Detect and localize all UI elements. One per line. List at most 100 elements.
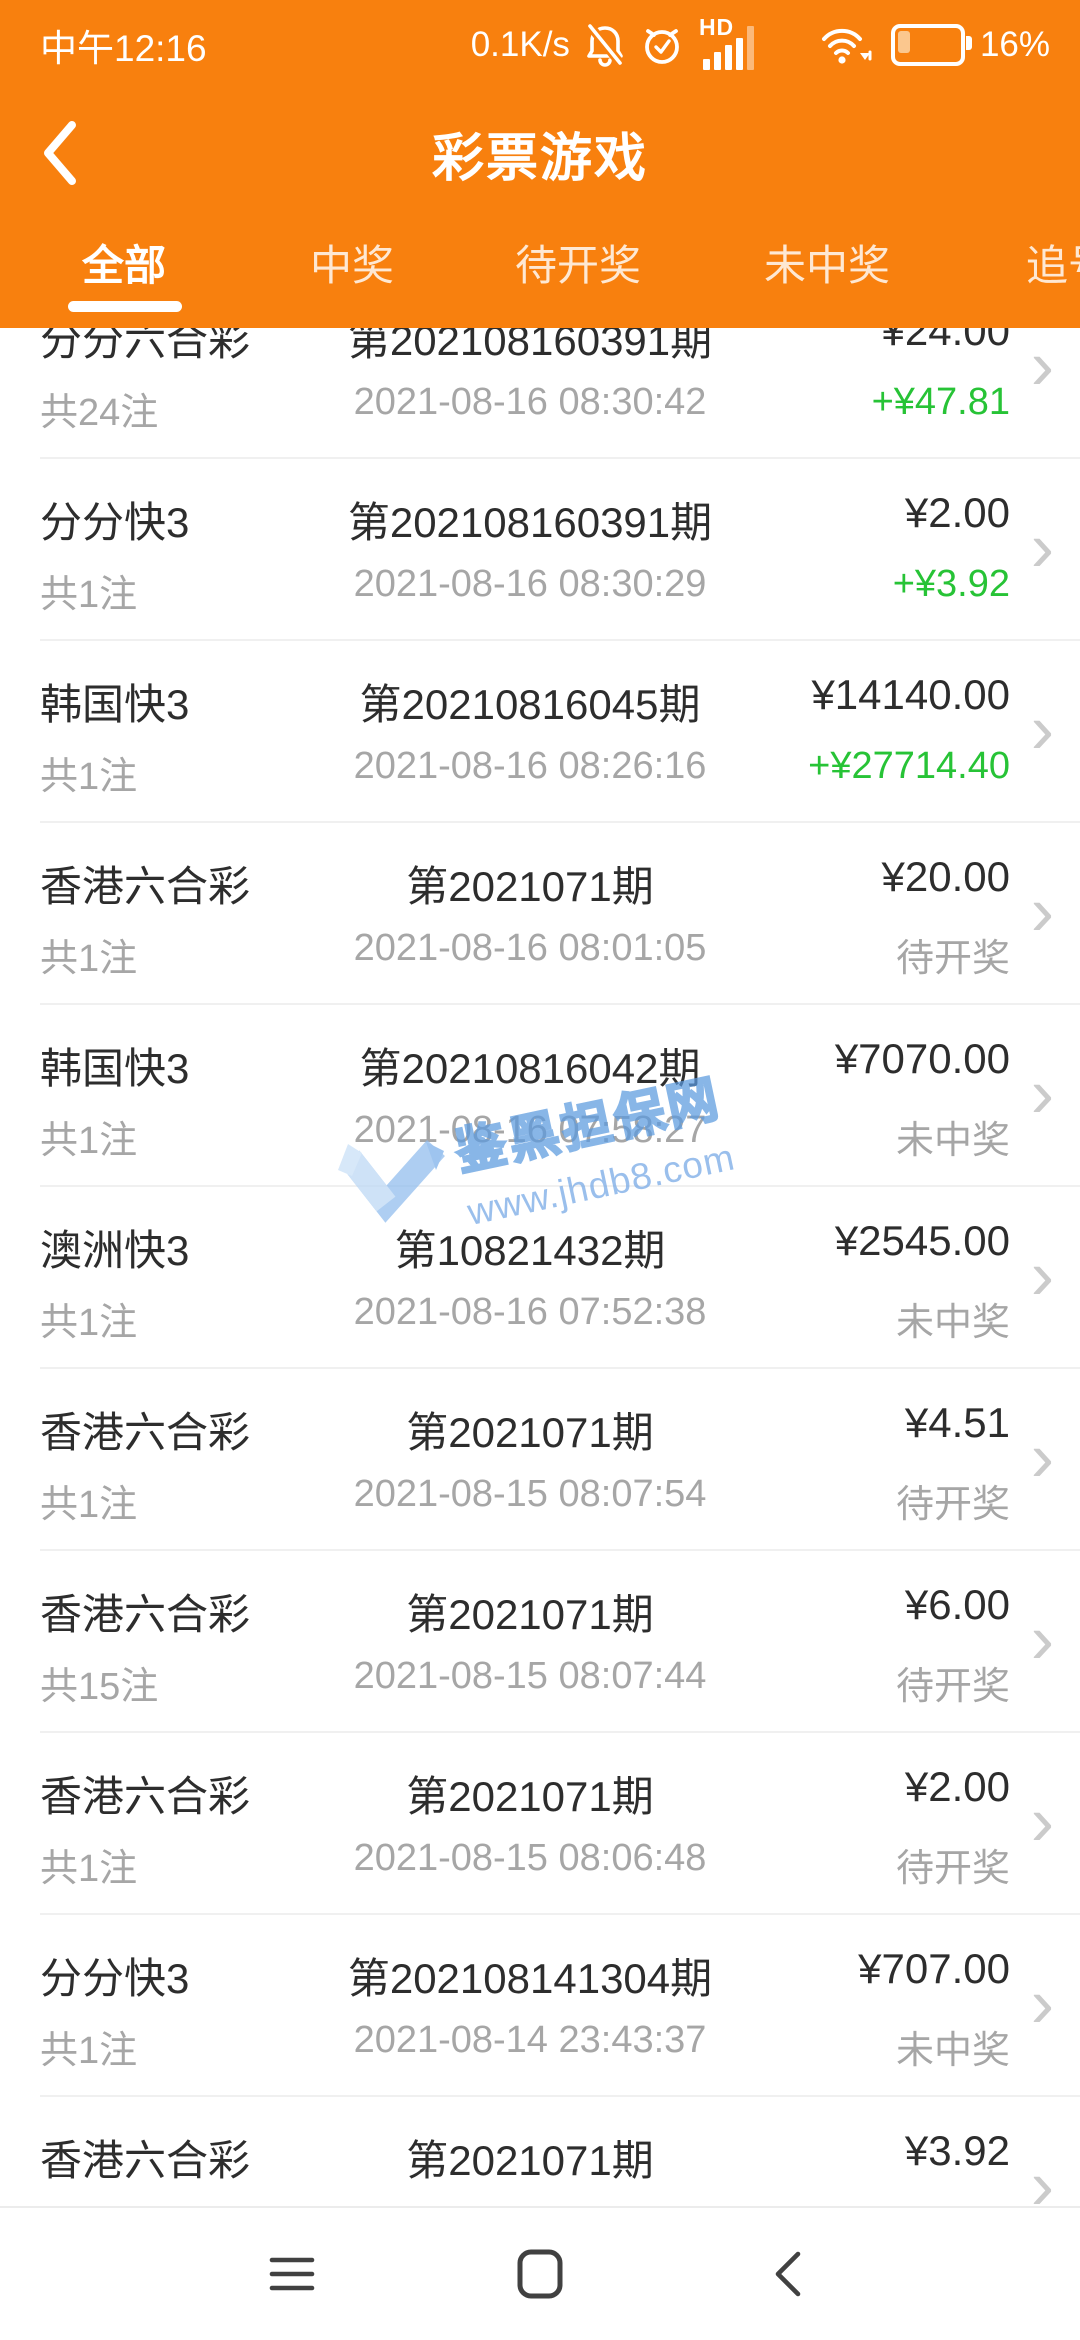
app-chrome: 中午12:16 0.1K/s <box>0 0 1080 328</box>
issue-number: 第20210816045期 <box>359 681 701 728</box>
battery-percent: 16% <box>979 25 1050 64</box>
bet-amount: ¥6.00 <box>904 1581 1010 1628</box>
bet-result: 未中奖 <box>895 1302 1010 1344</box>
active-tab-underline <box>68 301 182 312</box>
bet-amount: ¥24.00 <box>881 328 1010 354</box>
bet-result: 待开奖 <box>895 1666 1010 1708</box>
bet-amount: ¥3.92 <box>904 2127 1010 2174</box>
bet-count: 共24注 <box>40 392 159 434</box>
bet-timestamp: 2021-08-16 08:01:05 <box>353 927 707 969</box>
lottery-record-row[interactable]: 分分快3 第202108160391期 ¥2.00 共1注 2021-08-16… <box>0 459 1080 641</box>
bet-amount: ¥2.00 <box>904 489 1010 536</box>
chevron-right-icon: › <box>1030 1418 1054 1497</box>
page-title: 彩票游戏 <box>431 129 648 188</box>
bet-amount: ¥2.00 <box>904 1763 1010 1810</box>
issue-number: 第2021071期 <box>406 1591 654 1638</box>
chevron-right-icon: › <box>1030 872 1054 951</box>
lottery-name: 香港六合彩 <box>40 863 251 910</box>
bet-result: 待开奖 <box>895 1484 1010 1526</box>
chevron-right-icon: › <box>1030 1054 1054 1133</box>
lottery-name: 香港六合彩 <box>40 1591 251 1638</box>
status-icons: 0.1K/s <box>471 0 1050 90</box>
issue-number: 第2021071期 <box>406 1409 654 1456</box>
bet-result: 未中奖 <box>895 1120 1010 1162</box>
tab-chase[interactable]: 追号 <box>1025 242 1080 289</box>
bet-timestamp: 2021-08-15 08:07:44 <box>353 1655 707 1697</box>
bet-timestamp: 2021-08-16 08:30:42 <box>353 381 707 423</box>
issue-number: 第2021071期 <box>406 1773 654 1820</box>
bet-count: 共1注 <box>40 1484 138 1526</box>
tab-all[interactable]: 全部 <box>81 242 167 289</box>
status-bar: 中午12:16 0.1K/s <box>0 0 1080 90</box>
tab-won[interactable]: 中奖 <box>309 242 395 289</box>
lottery-record-row[interactable]: 香港六合彩 第2021071期 ¥3.92 共1注 › <box>0 2097 1080 2208</box>
lottery-record-row[interactable]: 韩国快3 第20210816042期 ¥7070.00 共1注 2021-08-… <box>0 1005 1080 1187</box>
issue-number: 第2021071期 <box>406 2137 654 2184</box>
lottery-name: 香港六合彩 <box>40 1773 251 1820</box>
title-bar: 彩票游戏 <box>0 90 1080 216</box>
battery-icon <box>890 24 972 66</box>
bet-timestamp: 2021-08-16 08:30:29 <box>353 563 707 605</box>
bet-timestamp: 2021-08-16 07:58:27 <box>353 1109 707 1151</box>
issue-number: 第20210816042期 <box>359 1045 701 1092</box>
chevron-right-icon: › <box>1030 1964 1054 2043</box>
lottery-record-row[interactable]: 香港六合彩 第2021071期 ¥6.00 共15注 2021-08-15 08… <box>0 1551 1080 1733</box>
bet-count: 共1注 <box>40 1302 138 1344</box>
issue-number: 第10821432期 <box>394 1227 666 1274</box>
lottery-record-row[interactable]: 分分快3 第202108141304期 ¥707.00 共1注 2021-08-… <box>0 1915 1080 2097</box>
chevron-right-icon: › <box>1030 1782 1054 1861</box>
bet-count: 共1注 <box>40 938 138 980</box>
lottery-record-row[interactable]: 香港六合彩 第2021071期 ¥20.00 共1注 2021-08-16 08… <box>0 823 1080 1005</box>
lottery-name: 分分六合彩 <box>40 328 251 364</box>
bet-timestamp: 2021-08-15 08:07:54 <box>353 1473 707 1515</box>
record-list[interactable]: 分分六合彩 第202108160391期 ¥24.00 共24注 2021-08… <box>0 328 1080 2208</box>
bet-result: 待开奖 <box>895 938 1010 980</box>
bet-count: 共1注 <box>40 2030 138 2072</box>
tab-bar: 全部 中奖 待开奖 未中奖 追号 <box>0 216 1080 328</box>
bet-amount: ¥707.00 <box>858 1945 1010 1992</box>
lottery-name: 分分快3 <box>40 1955 190 2002</box>
lottery-name: 韩国快3 <box>40 1045 190 1092</box>
bet-result: 待开奖 <box>895 1848 1010 1890</box>
lottery-name: 澳洲快3 <box>40 1227 190 1274</box>
lottery-record-row[interactable]: 分分六合彩 第202108160391期 ¥24.00 共24注 2021-08… <box>0 328 1080 459</box>
issue-number: 第202108160391期 <box>347 499 713 546</box>
bet-count: 共1注 <box>40 756 138 798</box>
chevron-right-icon: › <box>1030 328 1054 405</box>
bet-amount: ¥4.51 <box>904 1399 1010 1446</box>
signal-bars-icon: HD <box>699 14 803 74</box>
home-icon[interactable] <box>514 2248 566 2300</box>
bet-timestamp: 2021-08-16 08:26:16 <box>353 745 707 787</box>
chevron-right-icon: › <box>1030 1600 1054 1679</box>
chevron-right-icon: › <box>1030 690 1054 769</box>
lottery-name: 香港六合彩 <box>40 2137 251 2184</box>
lottery-record-row[interactable]: 澳洲快3 第10821432期 ¥2545.00 共1注 2021-08-16 … <box>0 1187 1080 1369</box>
lottery-name: 香港六合彩 <box>40 1409 251 1456</box>
lottery-record-row[interactable]: 香港六合彩 第2021071期 ¥4.51 共1注 2021-08-15 08:… <box>0 1369 1080 1551</box>
back-button[interactable] <box>38 117 82 189</box>
bet-timestamp: 2021-08-14 23:43:37 <box>353 2019 707 2061</box>
tab-lost[interactable]: 未中奖 <box>763 242 891 289</box>
bet-timestamp: 2021-08-16 07:52:38 <box>353 1291 707 1333</box>
bet-count: 共15注 <box>40 1666 159 1708</box>
bet-timestamp: 2021-08-15 08:06:48 <box>353 1837 707 1879</box>
recents-menu-icon[interactable] <box>266 2248 318 2300</box>
chevron-right-icon: › <box>1030 1236 1054 1315</box>
lottery-record-row[interactable]: 香港六合彩 第2021071期 ¥2.00 共1注 2021-08-15 08:… <box>0 1733 1080 1915</box>
android-nav-bar <box>0 2206 1080 2340</box>
back-nav-icon[interactable] <box>762 2248 814 2300</box>
lottery-name: 韩国快3 <box>40 681 190 728</box>
bet-result: +¥3.92 <box>892 563 1010 605</box>
lottery-record-row[interactable]: 韩国快3 第20210816045期 ¥14140.00 共1注 2021-08… <box>0 641 1080 823</box>
tab-pending[interactable]: 待开奖 <box>514 242 642 289</box>
bet-amount: ¥2545.00 <box>834 1217 1010 1264</box>
status-time: 中午12:16 <box>40 28 207 69</box>
issue-number: 第2021071期 <box>406 863 654 910</box>
bet-amount: ¥14140.00 <box>811 671 1010 718</box>
bet-result: +¥47.81 <box>871 381 1010 423</box>
wifi-icon <box>818 23 876 67</box>
issue-number: 第202108141304期 <box>347 1955 713 2002</box>
chevron-right-icon: › <box>1030 2146 1054 2208</box>
bet-count: 共1注 <box>40 1120 138 1162</box>
